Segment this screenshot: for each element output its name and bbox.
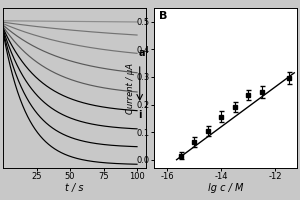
Text: B: B [159, 11, 168, 21]
X-axis label: t / s: t / s [65, 183, 84, 193]
Y-axis label: Current / μA: Current / μA [126, 62, 135, 114]
Text: a: a [138, 48, 145, 58]
X-axis label: lg c / M: lg c / M [208, 183, 243, 193]
Text: i: i [138, 110, 142, 120]
